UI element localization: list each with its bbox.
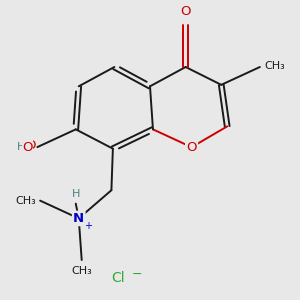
Text: H: H [72, 189, 80, 199]
Text: O: O [186, 141, 197, 154]
Text: +: + [84, 221, 92, 231]
Text: CH₃: CH₃ [15, 196, 36, 206]
Text: O: O [22, 141, 33, 154]
Text: −: − [132, 268, 143, 281]
Text: CH₃: CH₃ [264, 61, 285, 70]
Text: O: O [180, 5, 191, 18]
Text: Cl: Cl [111, 271, 125, 285]
Text: N: N [73, 212, 84, 225]
Text: CH₃: CH₃ [71, 266, 92, 276]
Text: H: H [26, 141, 34, 151]
Text: H: H [17, 142, 25, 152]
Text: O: O [25, 139, 36, 152]
